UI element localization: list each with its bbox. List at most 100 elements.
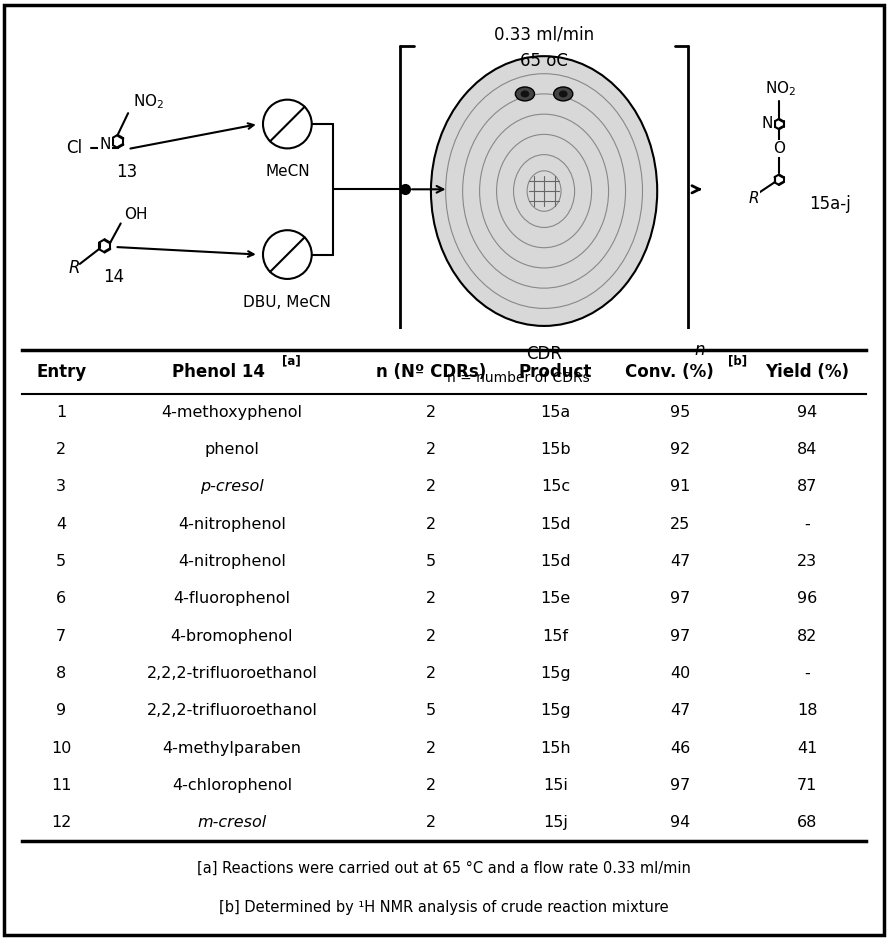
- Text: NO$_2$: NO$_2$: [765, 79, 797, 98]
- Text: 4-fluorophenol: 4-fluorophenol: [173, 591, 290, 606]
- Text: O: O: [773, 141, 785, 156]
- Text: 2: 2: [426, 815, 436, 830]
- Text: 94: 94: [670, 815, 690, 830]
- Text: p-cresol: p-cresol: [200, 479, 264, 494]
- Text: 15a-j: 15a-j: [810, 196, 852, 213]
- Text: 11: 11: [51, 778, 72, 792]
- Text: n = number of CDRs: n = number of CDRs: [447, 371, 590, 385]
- Text: [b] Determined by ¹H NMR analysis of crude reaction mixture: [b] Determined by ¹H NMR analysis of cru…: [219, 900, 669, 915]
- Ellipse shape: [553, 87, 573, 101]
- Text: Product: Product: [519, 363, 592, 381]
- Text: 2: 2: [426, 778, 436, 792]
- Ellipse shape: [515, 87, 535, 101]
- Text: N: N: [762, 116, 773, 131]
- Text: 4-methylparaben: 4-methylparaben: [163, 741, 301, 756]
- Text: 2,2,2-trifluoroethanol: 2,2,2-trifluoroethanol: [147, 703, 317, 718]
- Ellipse shape: [559, 90, 567, 98]
- Text: Entry: Entry: [36, 363, 86, 381]
- Text: 15g: 15g: [540, 703, 571, 718]
- Text: 2: 2: [426, 666, 436, 681]
- Text: 15b: 15b: [540, 442, 571, 457]
- Text: 4-methoxyphenol: 4-methoxyphenol: [162, 405, 303, 420]
- Text: n: n: [694, 340, 705, 359]
- Text: OH: OH: [124, 207, 147, 222]
- Text: 2: 2: [426, 405, 436, 420]
- Text: m-cresol: m-cresol: [197, 815, 266, 830]
- Text: 2: 2: [426, 517, 436, 532]
- Text: 97: 97: [670, 629, 690, 644]
- Text: 15j: 15j: [543, 815, 568, 830]
- Text: 65 oC: 65 oC: [520, 52, 568, 70]
- Text: CDR: CDR: [526, 345, 562, 363]
- Text: R: R: [749, 191, 759, 206]
- Text: 87: 87: [797, 479, 817, 494]
- Ellipse shape: [520, 90, 529, 98]
- Text: Cl: Cl: [66, 139, 82, 157]
- Text: 5: 5: [426, 554, 436, 569]
- Text: NO$_2$: NO$_2$: [133, 92, 164, 111]
- Text: Yield (%): Yield (%): [765, 363, 849, 381]
- Text: 94: 94: [797, 405, 817, 420]
- Ellipse shape: [431, 56, 657, 326]
- Text: 14: 14: [103, 268, 123, 286]
- Text: DBU, MeCN: DBU, MeCN: [243, 294, 331, 309]
- Text: [a]: [a]: [282, 354, 301, 368]
- Text: 84: 84: [797, 442, 817, 457]
- Text: R: R: [69, 259, 80, 277]
- Text: 4: 4: [56, 517, 67, 532]
- Text: 97: 97: [670, 778, 690, 792]
- Text: 15d: 15d: [540, 554, 571, 569]
- Text: -: -: [805, 517, 810, 532]
- Text: 82: 82: [797, 629, 817, 644]
- Text: phenol: phenol: [204, 442, 259, 457]
- Text: 0.33 ml/min: 0.33 ml/min: [494, 25, 594, 43]
- Text: 5: 5: [56, 554, 67, 569]
- Text: 97: 97: [670, 591, 690, 606]
- Text: 2: 2: [426, 591, 436, 606]
- Text: 15a: 15a: [541, 405, 571, 420]
- Text: 68: 68: [797, 815, 817, 830]
- Text: 15f: 15f: [543, 629, 568, 644]
- Text: 41: 41: [797, 741, 817, 756]
- Text: 25: 25: [670, 517, 690, 532]
- Text: 15e: 15e: [541, 591, 571, 606]
- Text: MeCN: MeCN: [265, 164, 310, 179]
- Text: -: -: [805, 666, 810, 681]
- Text: 18: 18: [797, 703, 817, 718]
- Text: 15i: 15i: [543, 778, 568, 792]
- Text: 7: 7: [56, 629, 67, 644]
- Text: 2: 2: [426, 479, 436, 494]
- Text: 40: 40: [670, 666, 690, 681]
- Text: Conv. (%): Conv. (%): [625, 363, 714, 381]
- Text: 95: 95: [670, 405, 690, 420]
- Text: 5: 5: [426, 703, 436, 718]
- Text: 8: 8: [56, 666, 67, 681]
- Text: 96: 96: [797, 591, 817, 606]
- Text: 13: 13: [115, 164, 137, 181]
- Text: [b]: [b]: [728, 354, 747, 368]
- Text: 47: 47: [670, 703, 690, 718]
- Text: 15h: 15h: [540, 741, 571, 756]
- Text: n (Nº CDRs): n (Nº CDRs): [376, 363, 486, 381]
- Text: 23: 23: [797, 554, 817, 569]
- Text: 4-chlorophenol: 4-chlorophenol: [171, 778, 292, 792]
- Text: 15c: 15c: [541, 479, 570, 494]
- Text: 1: 1: [56, 405, 67, 420]
- Text: 9: 9: [56, 703, 67, 718]
- Text: 15g: 15g: [540, 666, 571, 681]
- Text: 71: 71: [797, 778, 817, 792]
- Text: 46: 46: [670, 741, 690, 756]
- Text: 4-nitrophenol: 4-nitrophenol: [178, 554, 286, 569]
- Text: 2,2,2-trifluoroethanol: 2,2,2-trifluoroethanol: [147, 666, 317, 681]
- Text: 2: 2: [426, 629, 436, 644]
- Text: 15d: 15d: [540, 517, 571, 532]
- Text: 47: 47: [670, 554, 690, 569]
- Text: 12: 12: [52, 815, 72, 830]
- Text: 6: 6: [56, 591, 67, 606]
- Text: [a] Reactions were carried out at 65 °C and a flow rate 0.33 ml/min: [a] Reactions were carried out at 65 °C …: [197, 861, 691, 876]
- Text: Phenol 14: Phenol 14: [172, 363, 266, 381]
- Text: 4-nitrophenol: 4-nitrophenol: [178, 517, 286, 532]
- Text: 2: 2: [426, 741, 436, 756]
- Text: 4-bromophenol: 4-bromophenol: [170, 629, 293, 644]
- Text: 92: 92: [670, 442, 690, 457]
